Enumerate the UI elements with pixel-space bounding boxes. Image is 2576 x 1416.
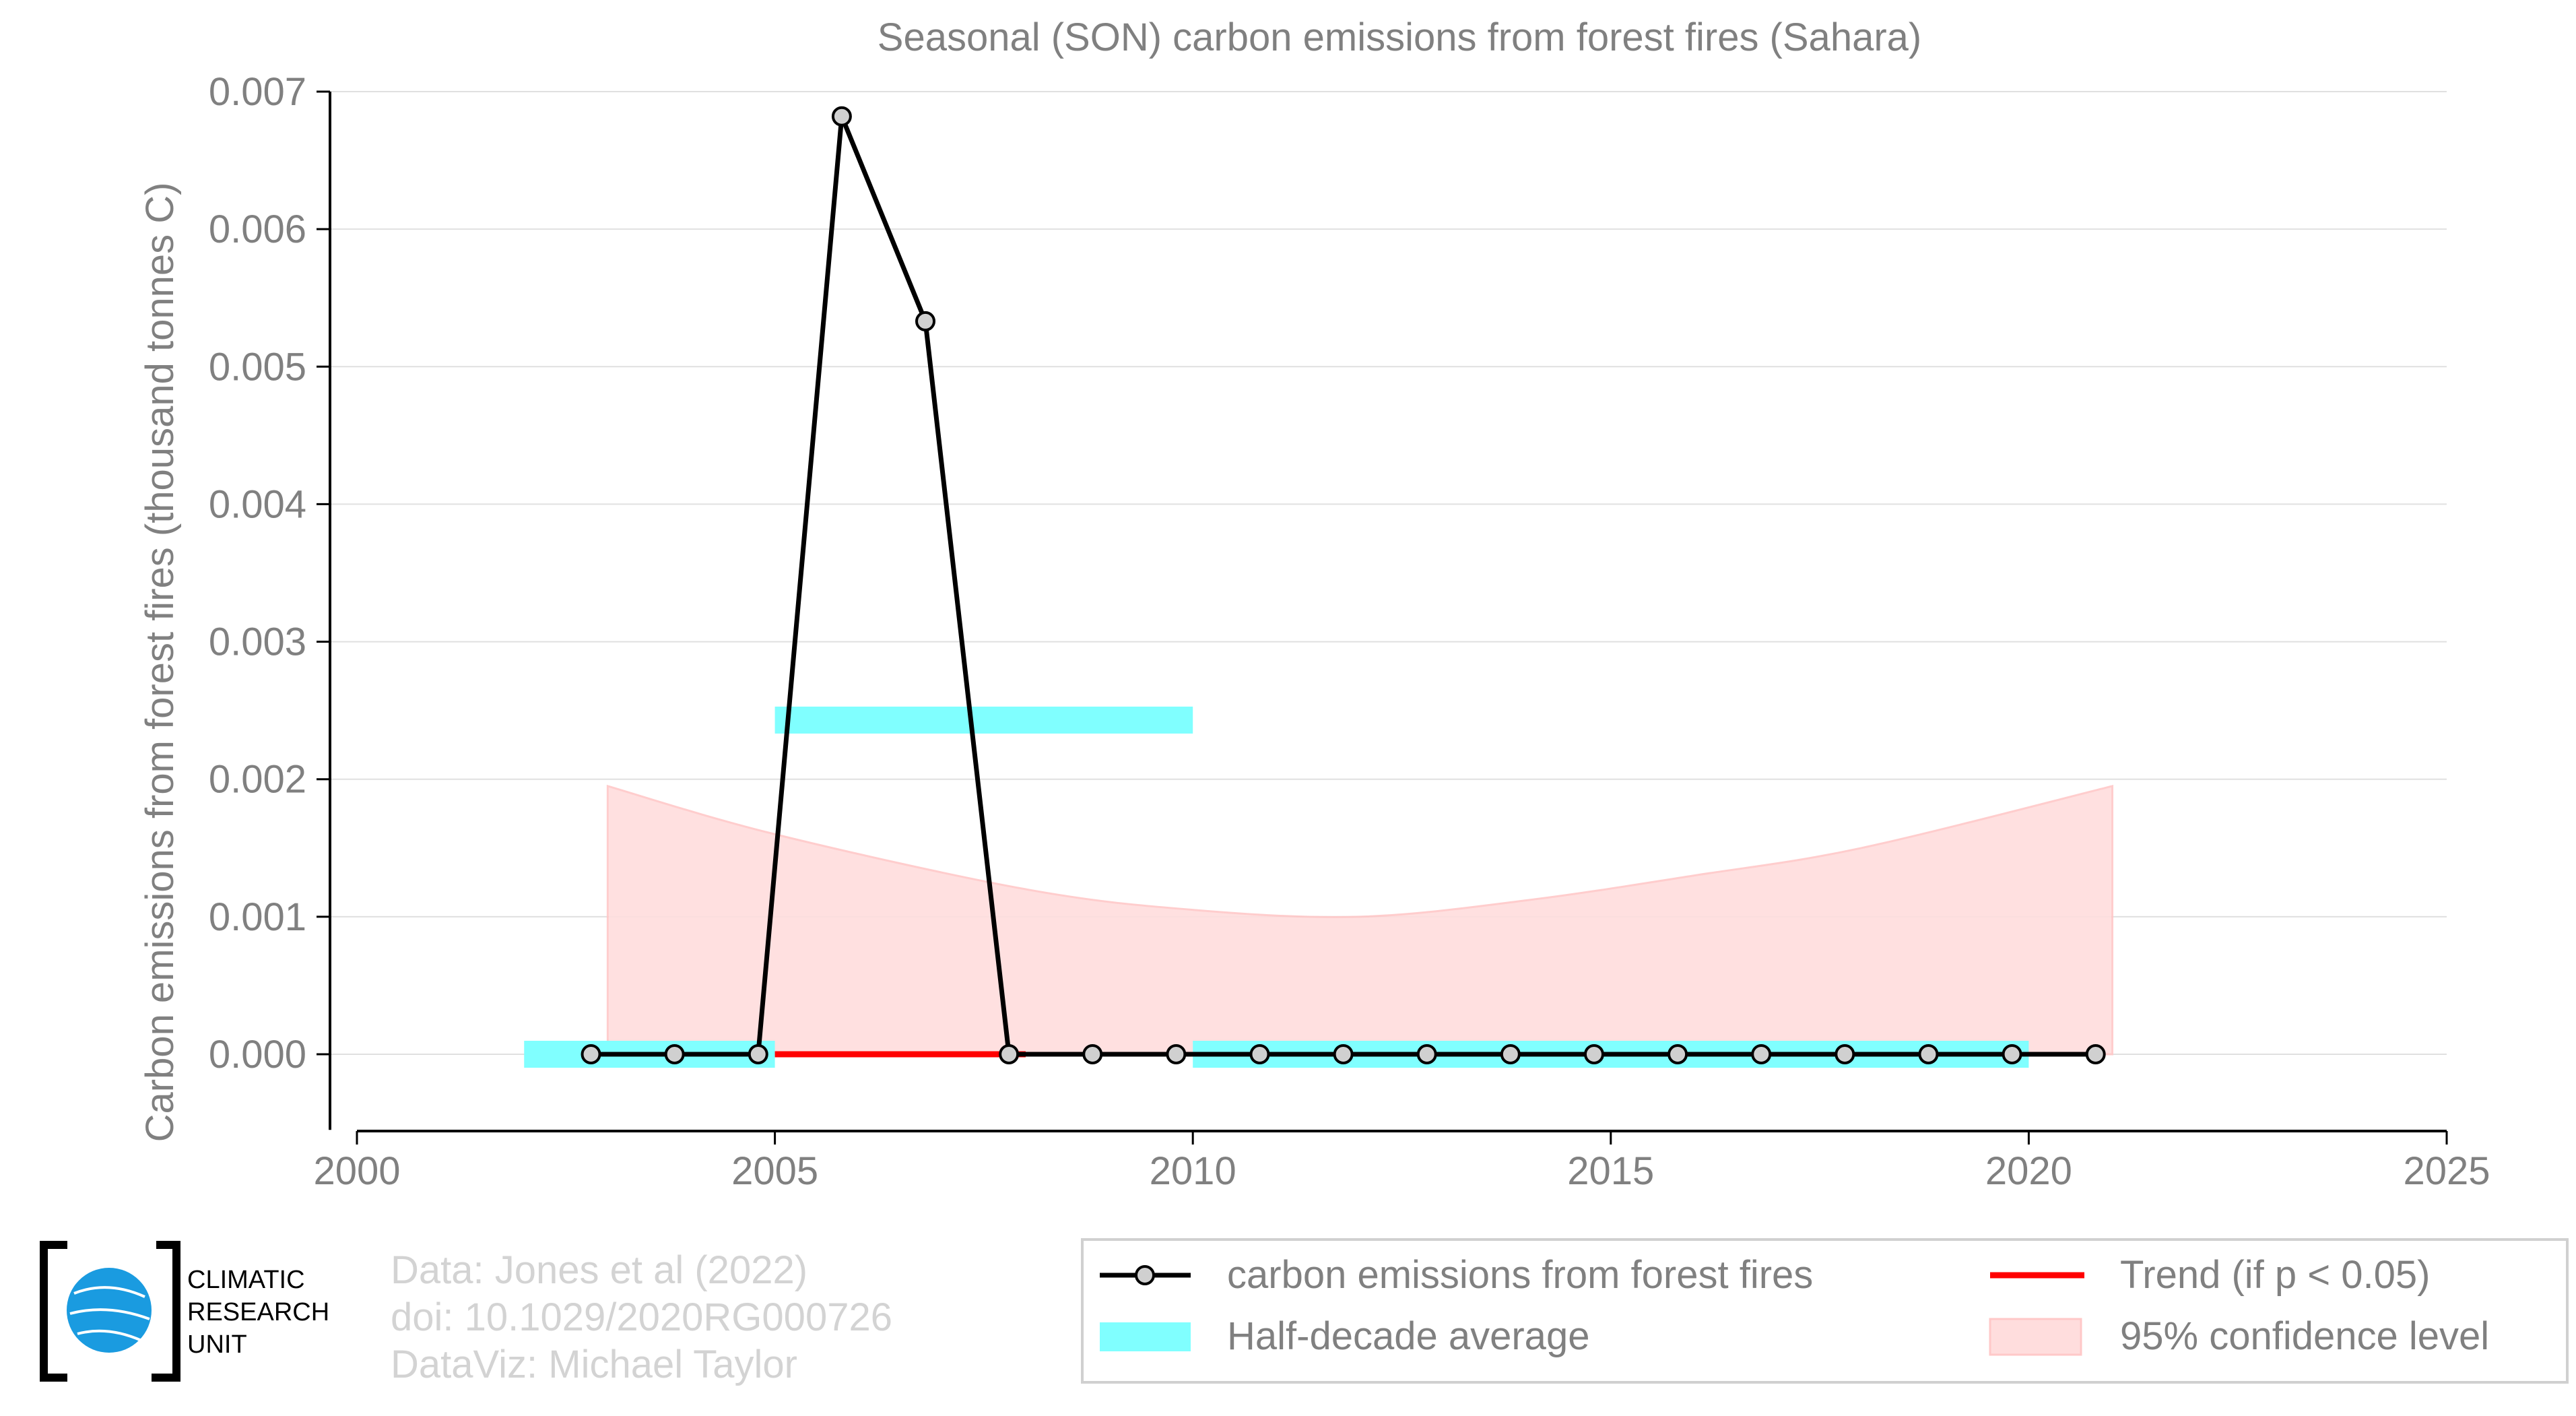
legend-confidence-swatch: [1989, 1318, 2082, 1356]
y-axis-label: Carbon emissions from forest fires (thou…: [138, 183, 182, 1143]
data-point: [999, 1044, 1020, 1064]
logo-text-line-2: RESEARCH: [187, 1298, 329, 1326]
legend-label-half-decade: Half-decade average: [1227, 1314, 1589, 1358]
logo-text-line-3: UNIT: [187, 1330, 247, 1359]
data-point: [1918, 1044, 1939, 1064]
credit-data: Data: Jones et al (2022): [391, 1248, 807, 1292]
x-tick-label: 2005: [731, 1149, 818, 1193]
confidence-band-area: [606, 784, 2114, 1056]
legend-label-series: carbon emissions from forest fires: [1227, 1253, 1813, 1297]
logo-text-line-1: CLIMATIC: [187, 1266, 305, 1294]
legend-marker-swatch: [1135, 1265, 1155, 1285]
legend-label-confidence: 95% confidence level: [2120, 1314, 2489, 1358]
data-point: [831, 106, 852, 127]
credits: Data: Jones et al (2022) doi: 10.1029/20…: [391, 1248, 892, 1386]
data-point: [1416, 1044, 1437, 1064]
half-decade-bar: [774, 706, 1193, 734]
credit-dataviz: DataViz: Michael Taylor: [391, 1343, 797, 1386]
data-point: [1082, 1044, 1103, 1064]
data-point: [748, 1044, 768, 1064]
y-tick-label: 0.002: [209, 758, 306, 802]
data-point: [1333, 1044, 1354, 1064]
legend-half-decade-swatch: [1100, 1322, 1191, 1351]
data-point: [2085, 1044, 2106, 1064]
x-tick-label: 2020: [1985, 1149, 2072, 1193]
data-point: [1667, 1044, 1688, 1064]
axes: [317, 90, 2448, 1145]
legend: carbon emissions from forest fires Trend…: [1081, 1238, 2569, 1384]
y-tick-label: 0.001: [209, 895, 306, 939]
data-point: [581, 1044, 601, 1064]
x-tick-label: 2000: [313, 1149, 400, 1193]
data-point: [1751, 1044, 1772, 1064]
credit-doi: doi: 10.1029/2020RG000726: [391, 1295, 892, 1339]
data-point: [2002, 1044, 2022, 1064]
y-tick-label: 0.000: [209, 1033, 306, 1076]
logo-bracket-left: [40, 1241, 67, 1382]
data-point: [664, 1044, 685, 1064]
y-tick-label: 0.007: [209, 70, 306, 114]
data-series: [581, 106, 2106, 1064]
x-tick-label: 2025: [2403, 1149, 2490, 1193]
y-tick-label: 0.005: [209, 345, 306, 389]
chart-title: Seasonal (SON) carbon emissions from for…: [878, 15, 1921, 59]
legend-frame: [1081, 1238, 2569, 1384]
data-point: [915, 311, 936, 331]
data-point: [1249, 1044, 1270, 1064]
x-tick-label: 2010: [1150, 1149, 1236, 1193]
globe-icon-lines: [69, 1286, 150, 1342]
data-point: [1500, 1044, 1521, 1064]
x-tick-label: 2015: [1567, 1149, 1654, 1193]
y-tick-label: 0.004: [209, 482, 306, 526]
data-point: [1166, 1044, 1187, 1064]
data-point: [1583, 1044, 1604, 1064]
cru-logo: CLIMATIC RESEARCH UNIT: [40, 1241, 329, 1382]
y-tick-label: 0.006: [209, 207, 306, 251]
logo-bracket-right: [152, 1241, 180, 1382]
confidence-band: [606, 784, 2114, 1056]
y-tick-label: 0.003: [209, 620, 306, 664]
tick-labels: 0.000 0.001 0.002 0.003 0.004 0.005 0.006 0.007…: [209, 70, 2490, 1193]
legend-label-trend: Trend (if p < 0.05): [2120, 1253, 2430, 1297]
data-point: [1835, 1044, 1855, 1064]
